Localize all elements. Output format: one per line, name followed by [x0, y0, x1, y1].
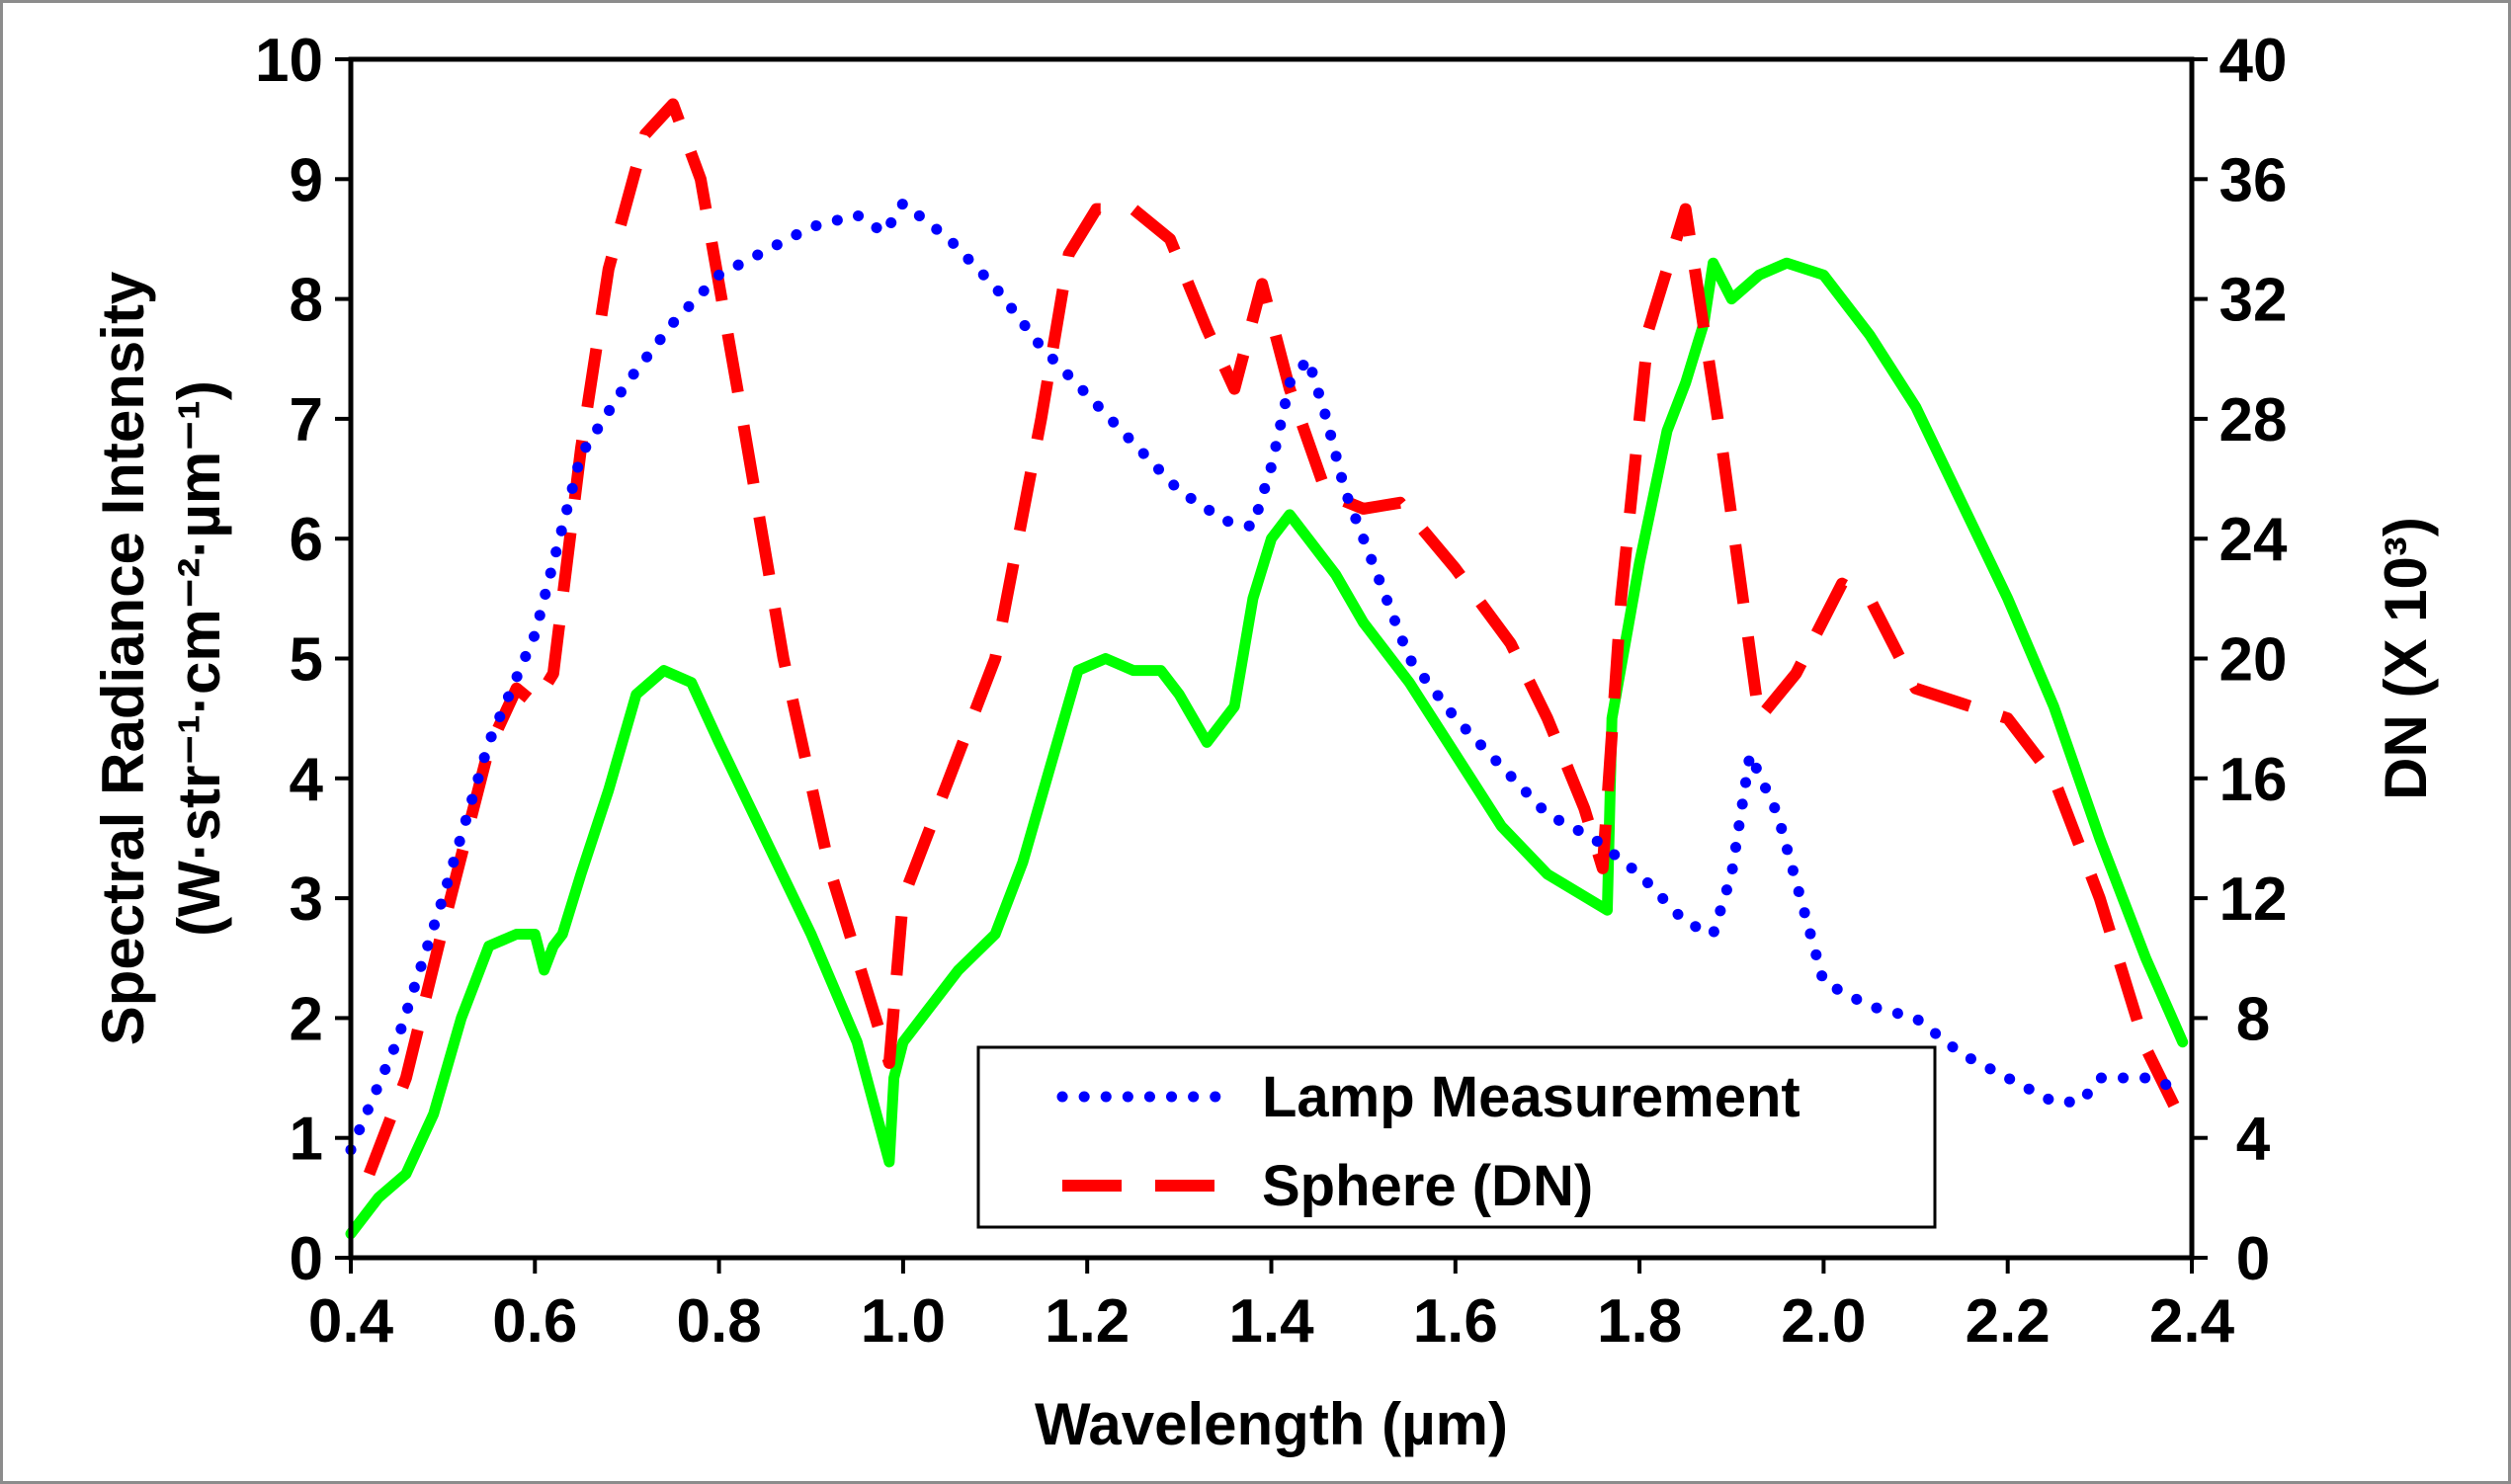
y2-tick-label: 24 [2219, 506, 2288, 574]
x-tick-label: 1.2 [1045, 1287, 1130, 1356]
x-tick-label: 1.0 [861, 1287, 946, 1356]
y-tick-label: 8 [290, 267, 323, 335]
y-tick-label: 1 [290, 1106, 323, 1174]
x-tick-label: 2.4 [2149, 1287, 2235, 1356]
y-tick-label: 10 [255, 27, 323, 95]
y-tick-label: 7 [290, 386, 323, 454]
legend-label-lamp-measurement: Lamp Measurement [1262, 1065, 1800, 1129]
y-tick-label: 2 [290, 985, 323, 1053]
series-line-sphere-dn [363, 98, 2189, 1177]
x-tick-label: 1.6 [1413, 1287, 1498, 1356]
y-tick-label: 0 [290, 1225, 323, 1293]
y2-tick-label: 28 [2219, 386, 2288, 454]
x-tick-label: 1.8 [1597, 1287, 1682, 1356]
y-tick-label: 6 [290, 506, 323, 574]
legend-box [976, 1045, 1937, 1229]
x-tick-label: 2.0 [1781, 1287, 1866, 1356]
y-axis-units: (W·str⁻¹·cm⁻²·µm⁻¹) [166, 380, 232, 937]
y2-tick-label: 32 [2219, 267, 2288, 335]
x-tick-label: 0.4 [308, 1287, 394, 1356]
tick-layer: 0.4 0.6 0.8 1.0 1.2 1.4 1.6 1.8 2.0 2.2 2.40123456… [255, 27, 2288, 1356]
x-tick-label: 0.6 [492, 1287, 577, 1356]
series-line-green-spectrum [345, 257, 2189, 1240]
y-tick-label: 3 [290, 866, 323, 934]
series-line-lamp-measurement [345, 198, 2189, 1156]
legend: Lamp Measurement Sphere (DN) [976, 1045, 1937, 1229]
y-axis-title: Spectral Radiance Intensity [90, 271, 156, 1045]
y2-tick-label: 12 [2219, 866, 2288, 934]
x-tick-label: 1.4 [1228, 1287, 1314, 1356]
y2-tick-label: 16 [2219, 746, 2288, 814]
y2-tick-label: 40 [2219, 27, 2288, 95]
x-tick-label: 2.2 [1966, 1287, 2051, 1356]
x-axis-title: Wavelength (µm) [1035, 1391, 1508, 1457]
y2-tick-label: 8 [2236, 985, 2270, 1053]
y2-tick-label: 0 [2236, 1225, 2270, 1293]
y-tick-label: 9 [290, 146, 323, 214]
legend-label-sphere-dn: Sphere (DN) [1262, 1154, 1593, 1218]
y-tick-label: 4 [290, 746, 324, 814]
y2-tick-label: 36 [2219, 146, 2288, 214]
y2-tick-label: 4 [2236, 1106, 2271, 1174]
series-layer [345, 98, 2189, 1240]
y2-tick-label: 20 [2219, 626, 2288, 695]
y-tick-label: 5 [290, 626, 323, 695]
y2-axis-title: DN (X 10³) [2373, 517, 2439, 800]
x-tick-label: 0.8 [676, 1287, 761, 1356]
